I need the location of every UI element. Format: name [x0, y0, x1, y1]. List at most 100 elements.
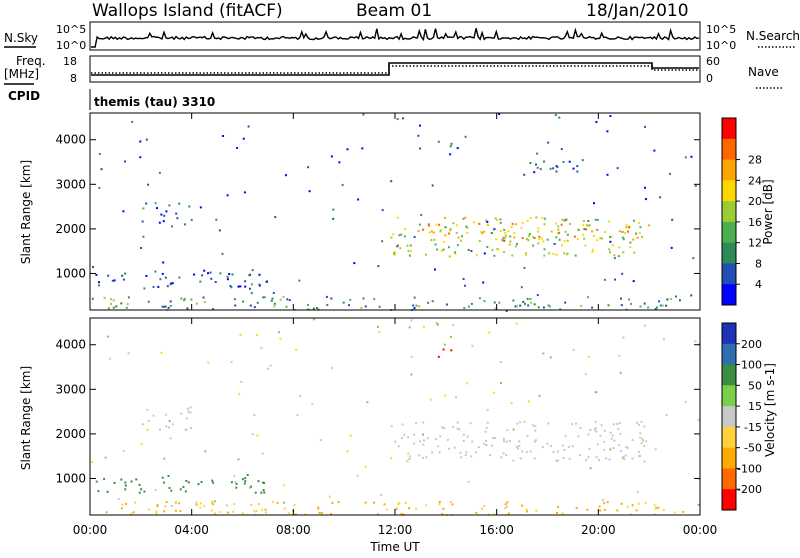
data-cell	[641, 235, 643, 238]
data-cell	[496, 248, 499, 251]
y-tick-label: 3000	[55, 177, 86, 191]
data-cell	[515, 245, 517, 248]
data-cell	[462, 217, 465, 220]
data-cell	[655, 306, 658, 309]
data-cell	[657, 506, 660, 509]
data-cell	[95, 480, 98, 483]
data-cell	[618, 246, 621, 249]
data-cell	[508, 243, 511, 246]
data-cell	[103, 477, 106, 480]
data-cell	[609, 448, 612, 451]
data-cell	[392, 233, 395, 236]
data-cell	[507, 512, 510, 515]
data-cell	[662, 509, 665, 512]
data-cell	[554, 114, 557, 117]
colorbar-segment	[722, 489, 736, 511]
data-cell	[317, 508, 320, 510]
data-cell	[165, 501, 168, 504]
data-cell	[448, 447, 451, 450]
data-cell	[468, 305, 470, 308]
data-cell	[213, 512, 216, 515]
data-cell	[107, 307, 110, 310]
data-cell	[164, 276, 167, 279]
data-cell	[410, 250, 413, 253]
data-cell	[630, 302, 632, 305]
data-cell	[586, 296, 589, 299]
data-cell	[235, 482, 238, 485]
data-cell	[450, 349, 453, 352]
data-cell	[640, 420, 643, 423]
data-cell	[342, 301, 345, 304]
data-cell	[463, 307, 466, 310]
data-cell	[493, 301, 496, 304]
data-cell	[442, 348, 445, 351]
data-cell	[270, 299, 273, 302]
data-cell	[413, 433, 416, 436]
data-cell	[156, 207, 158, 210]
data-cell	[257, 503, 260, 505]
data-cell	[486, 421, 489, 424]
colorbar-tick-label: -100	[737, 462, 762, 475]
data-cell	[169, 437, 172, 440]
data-cell	[393, 253, 396, 256]
data-cell	[288, 299, 291, 302]
data-cell	[523, 173, 526, 176]
data-cell	[232, 510, 235, 513]
data-cell	[665, 414, 668, 416]
data-cell	[499, 221, 502, 224]
data-cell	[529, 450, 532, 453]
data-cell	[171, 225, 173, 228]
data-cell	[593, 202, 595, 205]
data-cell	[613, 254, 616, 257]
data-cell	[167, 475, 170, 477]
data-cell	[541, 216, 544, 219]
data-cell	[525, 254, 527, 257]
data-cell	[395, 507, 398, 510]
data-cell	[262, 296, 265, 299]
colorbar-tick-label: 8	[755, 257, 762, 270]
data-cell	[98, 281, 100, 284]
data-cell	[591, 250, 594, 253]
data-cell	[542, 240, 545, 243]
data-cell	[452, 426, 455, 428]
data-cell	[684, 156, 687, 159]
data-cell	[399, 247, 402, 250]
data-cell	[178, 202, 181, 205]
colorbar-segment	[722, 468, 736, 490]
data-cell	[318, 511, 321, 514]
data-cell	[464, 216, 467, 219]
data-cell	[536, 294, 539, 297]
data-cell	[594, 427, 597, 430]
data-cell	[532, 244, 535, 247]
data-cell	[364, 501, 367, 504]
data-cell	[543, 223, 546, 226]
velocity-panel-frame	[89, 317, 701, 516]
data-cell	[199, 206, 202, 209]
data-cell	[610, 437, 613, 440]
data-cell	[509, 240, 512, 243]
data-cell	[631, 504, 634, 507]
data-cell	[670, 246, 673, 249]
data-cell	[521, 504, 524, 507]
data-cell	[141, 423, 144, 426]
x-tick-label: 12:00	[378, 523, 413, 537]
data-cell	[138, 491, 141, 494]
data-cell	[587, 225, 590, 228]
data-cell	[589, 429, 592, 431]
data-cell	[506, 429, 509, 432]
data-cell	[486, 223, 489, 226]
data-cell	[246, 474, 249, 476]
data-cell	[98, 153, 101, 155]
data-cell	[537, 230, 539, 233]
power-ylabel: Slant Range [km]	[19, 160, 33, 264]
data-cell	[539, 168, 542, 171]
data-cell	[207, 272, 209, 275]
data-cell	[419, 440, 422, 443]
data-cell	[234, 481, 237, 483]
data-cell	[219, 511, 222, 513]
data-cell	[533, 237, 536, 239]
data-cell	[548, 252, 551, 255]
data-cell	[319, 439, 322, 442]
data-cell	[638, 221, 641, 224]
data-cell	[635, 232, 637, 235]
